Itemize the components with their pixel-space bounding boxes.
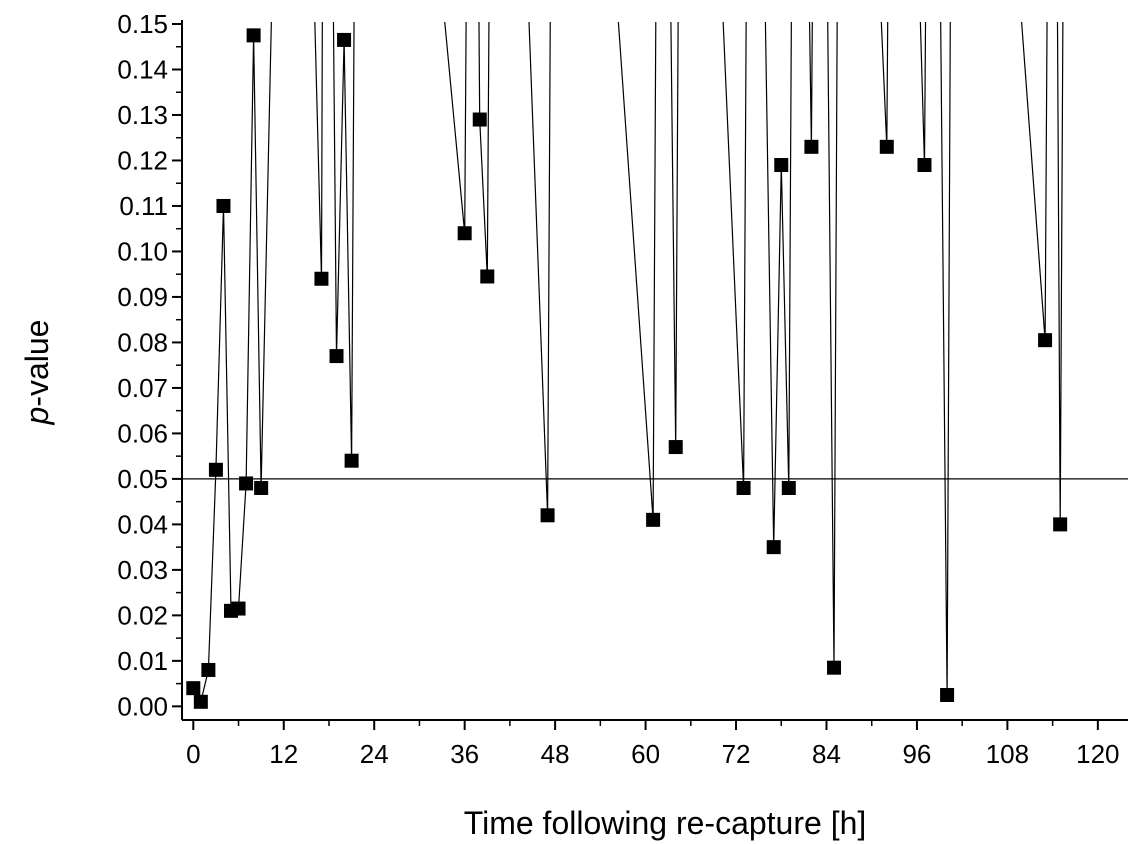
y-tick-label: 0.04 — [117, 509, 168, 539]
data-point — [804, 139, 819, 154]
data-point — [193, 694, 208, 709]
y-tick-label: 0.08 — [117, 327, 168, 357]
data-point — [239, 476, 254, 491]
data-point — [736, 481, 751, 495]
x-tick-label: 96 — [902, 739, 931, 769]
x-tick-label: 48 — [541, 739, 570, 769]
y-tick-label: 0.05 — [117, 464, 168, 494]
data-point — [472, 112, 487, 127]
y-tick-label: 0.12 — [117, 145, 168, 175]
data-point — [1053, 517, 1068, 532]
y-tick-label: 0.06 — [117, 418, 168, 448]
y-axis: 0.00 0.01 0.02 0.03 0.04 0.05 0.06 0.07 0.08 0.09… — [117, 9, 183, 721]
y-axis-title-rest: -value — [19, 320, 55, 407]
y-tick-label: 0.01 — [117, 646, 168, 676]
data-point — [766, 540, 781, 555]
data-point — [1038, 333, 1053, 348]
y-tick-label: 0.13 — [117, 100, 168, 130]
data-point — [201, 662, 216, 677]
data-point — [540, 508, 555, 523]
data-point — [216, 198, 231, 213]
data-point — [668, 440, 683, 455]
y-tick-label: 0.09 — [117, 282, 168, 312]
x-axis-title: Time following re-capture [h] — [464, 805, 867, 841]
data-point — [457, 226, 472, 241]
x-tick-label: 36 — [450, 739, 479, 769]
y-tick-label: 0.02 — [117, 600, 168, 630]
series-layer — [186, 22, 1068, 709]
x-tick-label: 84 — [812, 739, 841, 769]
y-tick-label: 0.03 — [117, 555, 168, 585]
data-point — [231, 601, 246, 616]
data-point — [208, 462, 223, 477]
y-tick-label: 0.07 — [117, 373, 168, 403]
x-tick-label: 60 — [631, 739, 660, 769]
x-tick-label: 72 — [722, 739, 751, 769]
y-tick-label: 0.11 — [119, 191, 168, 221]
data-point — [480, 269, 495, 284]
y-tick-label: 0.14 — [117, 54, 168, 84]
data-point — [646, 512, 661, 527]
y-tick-label: 0.15 — [117, 9, 168, 39]
y-tick-label: 0.10 — [117, 236, 168, 266]
data-point — [917, 158, 932, 173]
data-point — [329, 349, 344, 364]
y-tick-label: 0.00 — [117, 691, 168, 721]
series-line — [192, 22, 1064, 704]
data-point — [186, 681, 201, 696]
x-tick-label: 120 — [1076, 739, 1119, 769]
y-axis-title-p: p — [19, 407, 55, 426]
x-axis: 0 12 24 36 48 60 72 84 96 108 120 — [182, 719, 1128, 769]
data-point — [246, 28, 261, 43]
data-point — [879, 139, 894, 154]
data-point — [337, 32, 352, 47]
data-point — [781, 481, 796, 495]
data-point — [254, 481, 269, 495]
data-point — [344, 453, 359, 468]
y-axis-title: p-value — [19, 320, 55, 426]
data-point — [774, 158, 789, 173]
x-tick-label: 12 — [269, 739, 298, 769]
data-point — [314, 271, 329, 286]
data-point — [940, 687, 955, 702]
x-tick-label: 0 — [186, 739, 200, 769]
x-tick-label: 108 — [986, 739, 1029, 769]
data-point — [827, 660, 842, 675]
x-tick-label: 24 — [360, 739, 389, 769]
